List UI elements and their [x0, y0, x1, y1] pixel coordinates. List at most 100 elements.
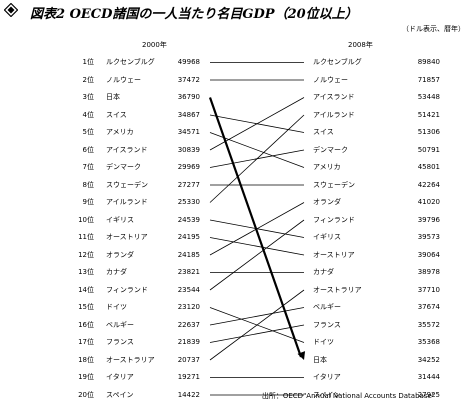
right-value: 71857 — [417, 75, 440, 84]
source-note: 出所：OECD"Annual National Accounts Databas… — [261, 392, 435, 400]
left-value: 37472 — [177, 75, 200, 84]
left-value: 34867 — [177, 110, 200, 119]
left-value: 22637 — [177, 320, 200, 329]
left-country: フィンランド — [106, 285, 148, 294]
rank-change-line — [209, 237, 305, 256]
rank-change-line — [209, 289, 305, 361]
left-country: アイスランド — [106, 145, 148, 154]
left-country: スウェーデン — [106, 180, 148, 189]
right-value: 39064 — [417, 250, 440, 259]
right-value: 41020 — [417, 198, 440, 206]
right-value: 50791 — [417, 145, 440, 154]
rank-change-line — [209, 324, 305, 343]
left-year-header: 2000年 — [142, 41, 167, 49]
rank-label: 8位 — [82, 180, 94, 189]
right-value: 45801 — [417, 163, 440, 171]
right-country: ベルギー — [313, 303, 341, 311]
left-value: 34571 — [177, 128, 200, 136]
rank-change-line — [209, 97, 305, 151]
rank-label: 13位 — [78, 268, 94, 276]
left-value: 21839 — [177, 338, 200, 346]
left-value: 23821 — [177, 268, 200, 276]
right-country: アイスランド — [313, 93, 355, 101]
arrowhead-icon — [297, 351, 306, 360]
left-value: 29969 — [177, 163, 200, 171]
right-value: 31444 — [417, 373, 440, 381]
right-country: ドイツ — [313, 338, 334, 346]
rank-label: 7位 — [82, 163, 94, 171]
left-country: ドイツ — [106, 303, 127, 311]
left-country: スペイン — [106, 390, 134, 399]
rank-label: 4位 — [82, 110, 94, 119]
left-value: 23544 — [177, 285, 200, 294]
left-value: 24185 — [177, 250, 200, 259]
right-value: 51306 — [417, 128, 440, 136]
rank-label: 19位 — [78, 373, 94, 381]
right-country: スウェーデン — [313, 180, 355, 189]
right-value: 42264 — [417, 180, 440, 189]
right-value: 39796 — [417, 215, 440, 224]
left-country: オランダ — [106, 250, 134, 259]
right-country: デンマーク — [313, 145, 348, 154]
right-value: 38978 — [417, 268, 440, 276]
right-country: オランダ — [313, 198, 341, 206]
highlight-rank-line — [208, 97, 303, 358]
left-country: アメリカ — [106, 128, 134, 136]
right-value: 34252 — [417, 355, 440, 364]
left-country: フランス — [106, 338, 134, 346]
rank-change-line — [209, 307, 305, 326]
right-country: カナダ — [313, 268, 334, 276]
rank-change-line — [209, 114, 305, 203]
rank-change-line — [209, 202, 305, 256]
rank-change-line — [209, 132, 305, 168]
right-value: 35368 — [417, 338, 440, 346]
left-country: ベルギー — [106, 320, 134, 329]
rank-label: 5位 — [82, 128, 94, 136]
left-country: デンマーク — [106, 163, 141, 171]
left-country: カナダ — [106, 268, 127, 276]
left-value: 25330 — [177, 198, 200, 206]
right-value: 27925 — [417, 390, 440, 399]
right-country: オーストラリア — [313, 285, 362, 294]
right-value: 37674 — [417, 303, 440, 311]
rank-label: 12位 — [78, 250, 94, 259]
right-country: スペイン — [313, 390, 341, 399]
right-country: フィンランド — [313, 215, 355, 224]
rank-label: 20位 — [78, 390, 94, 399]
right-country: スイス — [313, 128, 334, 136]
right-country: ルクセンブルグ — [313, 58, 362, 66]
rank-label: 11位 — [78, 233, 94, 241]
right-country: アイルランド — [313, 110, 355, 119]
rank-label: 1位 — [82, 58, 94, 66]
right-year-header: 2008年 — [348, 41, 373, 49]
rank-change-line — [209, 219, 305, 291]
rank-label: 14位 — [78, 285, 94, 294]
left-country: スイス — [106, 110, 127, 119]
rank-label: 9位 — [82, 198, 94, 206]
right-value: 35572 — [417, 320, 440, 329]
left-country: 日本 — [106, 93, 120, 101]
left-value: 49968 — [177, 58, 200, 66]
left-country: アイルランド — [106, 198, 148, 206]
left-value: 14422 — [177, 390, 200, 399]
left-country: オーストリア — [106, 233, 148, 241]
left-value: 27277 — [177, 180, 200, 189]
right-country: フランス — [313, 320, 341, 329]
left-country: ルクセンブルグ — [106, 58, 155, 66]
right-country: イギリス — [313, 233, 341, 241]
rank-label: 18位 — [78, 355, 94, 364]
left-value: 36790 — [177, 93, 200, 101]
right-value: 39573 — [417, 233, 440, 241]
unit-note: （ドル表示、暦年） — [402, 25, 465, 33]
left-value: 24195 — [177, 233, 200, 241]
diamond-icon — [4, 3, 18, 17]
left-value: 24539 — [177, 215, 200, 224]
rank-label: 10位 — [78, 215, 94, 224]
right-country: 日本 — [313, 355, 327, 364]
right-value: 37710 — [417, 285, 440, 294]
left-value: 23120 — [177, 303, 200, 311]
rank-label: 6位 — [82, 145, 94, 154]
left-country: ノルウェー — [106, 75, 141, 84]
